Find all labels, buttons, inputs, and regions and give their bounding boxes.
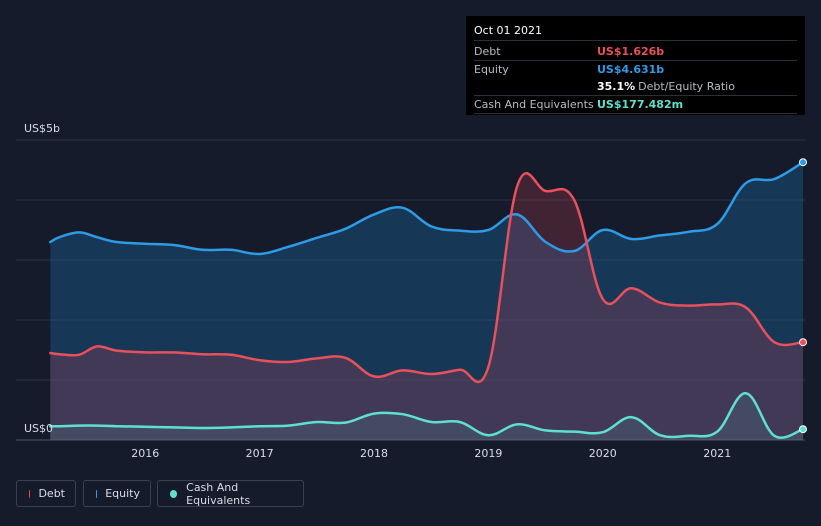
x-tick-label: 2019	[474, 447, 502, 460]
end-markers	[799, 158, 807, 434]
tooltip-value: US$4.631b	[597, 63, 665, 76]
tooltip-value: US$177.482m	[597, 98, 684, 111]
equity-area	[50, 162, 803, 440]
legend-dot-icon	[170, 489, 178, 498]
equity-end-marker	[799, 158, 807, 167]
tooltip-value: US$1.626b	[597, 45, 665, 58]
x-axis-ticks: 2016 2017 2018 2019 2020 2021	[131, 447, 731, 460]
tooltip-label	[474, 78, 597, 95]
series-lines	[49, 160, 805, 439]
tooltip-row-equity: Equity US$4.631b	[474, 61, 797, 78]
tooltip-row-ratio: 35.1% Debt/Equity Ratio	[474, 78, 797, 96]
series-areas	[50, 162, 803, 441]
tooltip-row-debt: Debt US$1.626b	[474, 43, 797, 61]
legend-label: Equity	[105, 487, 140, 500]
equity-line	[49, 160, 805, 256]
debt-end-marker	[799, 338, 807, 347]
x-tick-label: 2018	[360, 447, 388, 460]
cash-and-equivalents-line	[49, 391, 805, 439]
legend-label: Debt	[38, 487, 65, 500]
x-tick-label: 2017	[246, 447, 274, 460]
tooltip-label: Equity	[474, 63, 509, 76]
tooltip-date: Oct 01 2021	[474, 22, 797, 41]
y-axis-top-label: US$5b	[24, 122, 60, 135]
tooltip-ratio-label: Debt/Equity Ratio	[638, 80, 735, 93]
debt-area	[50, 173, 803, 441]
legend-item-debt[interactable]: Debt	[16, 480, 76, 507]
debt-line	[49, 172, 805, 384]
x-tick-label: 2021	[703, 447, 731, 460]
x-tick-label: 2016	[131, 447, 159, 460]
tooltip-row-cash: Cash And Equivalents US$177.482m	[474, 96, 797, 114]
x-tick-label: 2020	[589, 447, 617, 460]
tooltip-label: Cash And Equivalents	[474, 98, 594, 111]
legend-item-cash[interactable]: Cash And Equivalents	[157, 480, 304, 507]
cash-and-equivalents-end-marker	[799, 425, 807, 434]
hover-tooltip: Oct 01 2021 Debt US$1.626b Equity US$4.6…	[466, 16, 805, 115]
legend-item-equity[interactable]: Equity	[83, 480, 151, 507]
tooltip-label: Debt	[474, 45, 501, 58]
tooltip-value: 35.1%	[597, 80, 636, 93]
y-axis-bottom-label: US$0	[24, 422, 53, 435]
legend-label: Cash And Equivalents	[186, 480, 251, 507]
grid-lines	[16, 139, 805, 441]
